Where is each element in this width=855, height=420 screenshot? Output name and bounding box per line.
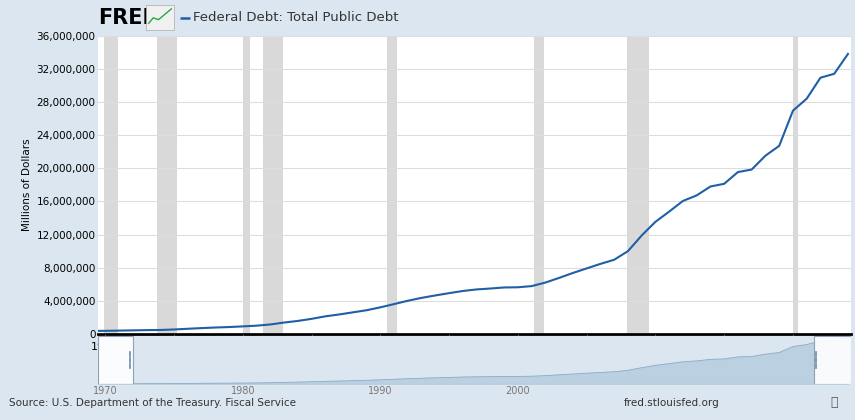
Bar — [814, 336, 851, 384]
FancyBboxPatch shape — [145, 5, 174, 30]
Text: FRED: FRED — [98, 8, 160, 28]
Text: ⛶: ⛶ — [830, 396, 837, 409]
Bar — [98, 336, 133, 384]
Text: fred.stlouisfed.org: fred.stlouisfed.org — [624, 398, 720, 408]
Bar — [627, 36, 649, 334]
Y-axis label: Millions of Dollars: Millions of Dollars — [22, 139, 32, 231]
Text: Source: U.S. Department of the Treasury. Fiscal Service: Source: U.S. Department of the Treasury.… — [9, 398, 296, 408]
Text: Federal Debt: Total Public Debt: Federal Debt: Total Public Debt — [193, 11, 398, 24]
Bar — [387, 36, 397, 334]
Bar — [534, 36, 544, 334]
Bar — [263, 36, 283, 334]
Bar — [157, 36, 177, 334]
Bar — [103, 36, 118, 334]
Bar — [243, 36, 250, 334]
Bar — [793, 36, 799, 334]
